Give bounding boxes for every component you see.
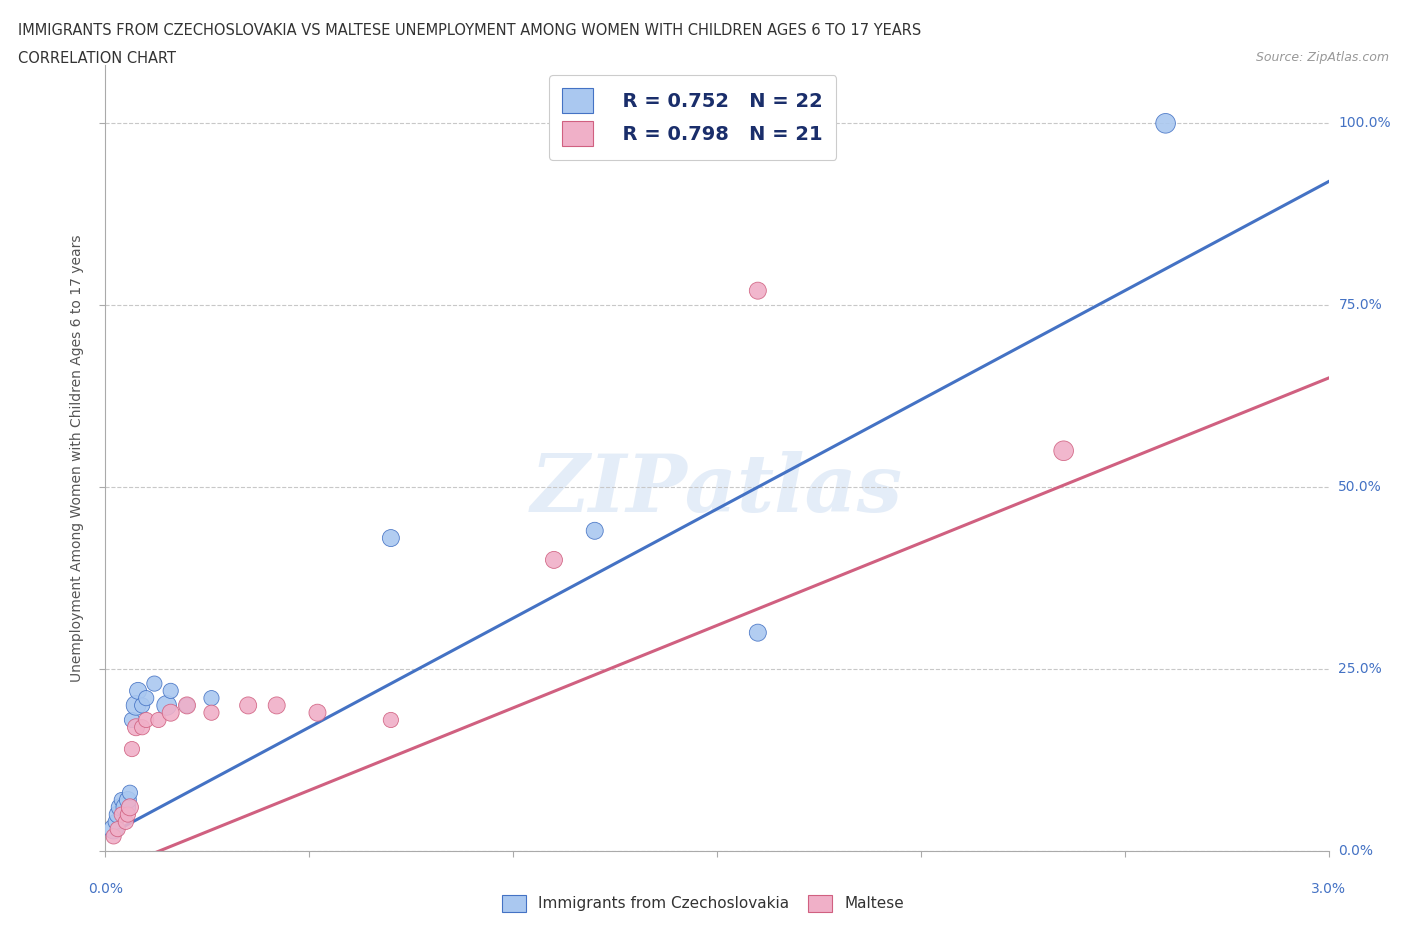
Point <box>103 822 125 837</box>
Point <box>111 792 134 807</box>
Legend:   R = 0.752   N = 22,   R = 0.798   N = 21: R = 0.752 N = 22, R = 0.798 N = 21 <box>548 74 837 160</box>
Point <box>121 712 143 727</box>
Text: 0.0%: 0.0% <box>1339 844 1374 858</box>
Point <box>104 815 127 830</box>
Point <box>107 807 129 822</box>
Point <box>127 684 149 698</box>
Y-axis label: Unemployment Among Women with Children Ages 6 to 17 years: Unemployment Among Women with Children A… <box>70 234 84 682</box>
Point <box>236 698 259 713</box>
Text: 50.0%: 50.0% <box>1339 480 1382 494</box>
Point <box>159 705 181 720</box>
Point <box>266 698 288 713</box>
Point <box>103 829 125 844</box>
Text: Source: ZipAtlas.com: Source: ZipAtlas.com <box>1256 51 1389 64</box>
Text: CORRELATION CHART: CORRELATION CHART <box>18 51 176 66</box>
Legend: Immigrants from Czechoslovakia, Maltese: Immigrants from Czechoslovakia, Maltese <box>496 889 910 918</box>
Point <box>131 720 153 735</box>
Text: IMMIGRANTS FROM CZECHOSLOVAKIA VS MALTESE UNEMPLOYMENT AMONG WOMEN WITH CHILDREN: IMMIGRANTS FROM CZECHOSLOVAKIA VS MALTES… <box>18 23 921 38</box>
Point <box>200 691 222 706</box>
Point <box>148 712 170 727</box>
Point <box>159 684 181 698</box>
Point <box>108 800 131 815</box>
Point <box>543 552 565 567</box>
Point <box>583 524 606 538</box>
Point <box>121 741 143 756</box>
Point <box>747 284 769 299</box>
Point <box>117 807 139 822</box>
Point <box>307 705 329 720</box>
Text: 100.0%: 100.0% <box>1339 116 1391 130</box>
Point <box>176 698 198 713</box>
Point <box>107 822 129 837</box>
Text: 75.0%: 75.0% <box>1339 299 1382 312</box>
Text: 3.0%: 3.0% <box>1312 882 1346 896</box>
Point <box>380 712 402 727</box>
Point <box>117 792 139 807</box>
Point <box>380 531 402 546</box>
Point <box>176 698 198 713</box>
Point <box>200 705 222 720</box>
Text: 25.0%: 25.0% <box>1339 662 1382 676</box>
Point <box>135 712 157 727</box>
Point <box>131 698 153 713</box>
Point <box>1154 116 1177 131</box>
Point <box>115 815 138 830</box>
Text: 0.0%: 0.0% <box>89 882 122 896</box>
Point <box>143 676 166 691</box>
Point <box>115 800 138 815</box>
Point <box>747 625 769 640</box>
Point <box>118 785 141 800</box>
Point <box>135 691 157 706</box>
Point <box>155 698 177 713</box>
Point <box>111 807 134 822</box>
Point <box>1052 444 1074 458</box>
Text: ZIPatlas: ZIPatlas <box>531 451 903 528</box>
Point <box>118 800 141 815</box>
Point <box>125 720 148 735</box>
Point <box>125 698 148 713</box>
